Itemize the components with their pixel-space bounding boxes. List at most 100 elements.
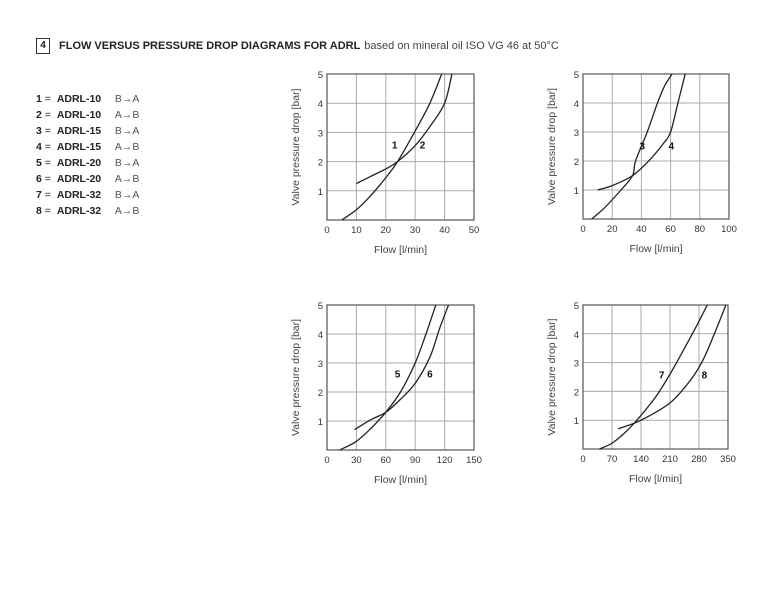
y-tick-label: 4 xyxy=(574,330,579,341)
x-axis-label: Flow [l/min] xyxy=(374,474,427,486)
legend-direction: B→A xyxy=(114,125,140,137)
x-tick-label: 0 xyxy=(580,454,585,465)
y-axis-label: Valve pressure drop [bar] xyxy=(290,319,302,436)
legend-number: 4 xyxy=(36,141,42,153)
y-tick-label: 2 xyxy=(574,157,579,168)
legend-item: 4 = ADRL-15 A→B xyxy=(36,141,140,153)
curve-8 xyxy=(617,304,727,430)
curve-label: 4 xyxy=(669,141,675,152)
y-axis-label: Valve pressure drop [bar] xyxy=(546,88,558,205)
x-tick-label: 210 xyxy=(662,454,678,465)
curve-5 xyxy=(339,304,437,451)
legend-model: ADRL-10 xyxy=(56,109,102,121)
chart-adrl-20: 0 30 60 90 120 150 1 2 3 4 5 5 6 Flow [l/min] Valve pr… xyxy=(290,301,482,486)
legend-direction: B→A xyxy=(114,93,140,105)
curve-2 xyxy=(356,73,453,185)
curve-7 xyxy=(599,304,708,450)
x-tick-label: 40 xyxy=(636,224,647,235)
x-tick-label: 30 xyxy=(351,455,362,466)
y-tick-label: 3 xyxy=(574,128,579,139)
x-tick-label: 90 xyxy=(410,455,421,466)
legend-item: 6 = ADRL-20 A→B xyxy=(36,173,140,185)
legend-model: ADRL-20 xyxy=(56,173,102,185)
legend-item: 1 = ADRL-10 B→A xyxy=(36,93,140,105)
curve-label: 3 xyxy=(639,141,645,152)
x-tick-label: 50 xyxy=(469,225,480,236)
legend-item: 2 = ADRL-10 A→B xyxy=(36,109,140,121)
y-tick-label: 1 xyxy=(574,416,579,427)
y-tick-label: 4 xyxy=(318,330,323,341)
legend-direction: A→B xyxy=(114,109,140,121)
legend-direction: B→A xyxy=(114,189,140,201)
y-tick-label: 2 xyxy=(574,387,579,398)
curve-label: 2 xyxy=(420,140,426,151)
x-tick-label: 100 xyxy=(721,224,737,235)
x-axis-label: Flow [l/min] xyxy=(629,473,682,485)
x-tick-label: 10 xyxy=(351,225,362,236)
curve-label: 6 xyxy=(427,370,433,381)
y-tick-label: 1 xyxy=(574,186,579,197)
y-tick-label: 3 xyxy=(574,359,579,370)
x-tick-label: 150 xyxy=(466,455,482,466)
curve-label: 5 xyxy=(395,370,401,381)
legend-model: ADRL-20 xyxy=(56,157,102,169)
chart-adrl-10: 0 10 20 30 40 50 1 2 3 4 5 1 2 Flow [l/min] Valve pres… xyxy=(290,70,479,256)
y-tick-label: 4 xyxy=(574,99,579,110)
y-axis-label: Valve pressure drop [bar] xyxy=(546,318,558,435)
legend-number: 6 xyxy=(36,173,42,185)
x-tick-label: 120 xyxy=(437,455,453,466)
legend-model: ADRL-15 xyxy=(56,141,102,153)
legend-direction: A→B xyxy=(114,205,140,217)
plot-frame xyxy=(582,304,729,450)
y-tick-label: 2 xyxy=(318,158,323,169)
legend-direction: B→A xyxy=(114,157,140,169)
curve-6 xyxy=(354,304,450,431)
legend-number: 7 xyxy=(36,189,42,201)
x-tick-label: 70 xyxy=(607,454,618,465)
plot-frame xyxy=(326,73,475,221)
legend-item: 7 = ADRL-32 B→A xyxy=(36,189,140,201)
legend-model: ADRL-32 xyxy=(56,205,102,217)
section-header: 4 FLOW VERSUS PRESSURE DROP DIAGRAMS FOR… xyxy=(36,38,559,54)
plot-frame xyxy=(326,304,475,451)
y-tick-label: 4 xyxy=(318,99,323,110)
chart-adrl-15: 0 20 40 60 80 100 1 2 3 4 5 3 4 Flow [l/min] Valve pre… xyxy=(546,70,737,255)
legend-direction: A→B xyxy=(114,173,140,185)
legend-direction: A→B xyxy=(114,141,140,153)
curve-label: 1 xyxy=(392,140,398,151)
x-tick-label: 60 xyxy=(381,455,392,466)
legend-item: 5 = ADRL-20 B→A xyxy=(36,157,140,169)
y-tick-label: 5 xyxy=(574,70,579,81)
x-tick-label: 0 xyxy=(324,455,329,466)
section-title: FLOW VERSUS PRESSURE DROP DIAGRAMS FOR A… xyxy=(59,40,361,52)
x-axis-label: Flow [l/min] xyxy=(374,244,427,256)
legend-number: 2 xyxy=(36,109,42,121)
x-tick-label: 0 xyxy=(324,225,329,236)
legend-model: ADRL-32 xyxy=(56,189,102,201)
legend-number: 1 xyxy=(36,93,42,105)
curve-1 xyxy=(341,73,443,221)
legend-number: 8 xyxy=(36,205,42,217)
x-tick-label: 140 xyxy=(633,454,649,465)
section-number: 4 xyxy=(36,38,50,54)
y-tick-label: 5 xyxy=(318,301,323,312)
x-tick-label: 20 xyxy=(381,225,392,236)
curve-legend: 1 = ADRL-10 B→A 2 = ADRL-10 A→B 3 = ADRL-1… xyxy=(36,91,139,219)
legend-number: 3 xyxy=(36,125,42,137)
y-tick-label: 1 xyxy=(318,187,323,198)
y-tick-label: 1 xyxy=(318,417,323,428)
chart-adrl-32: 0 70 140 210 280 350 1 2 3 4 5 7 8 Flow [l/min] Valve … xyxy=(546,301,736,485)
legend-number: 5 xyxy=(36,157,42,169)
x-tick-label: 40 xyxy=(439,225,450,236)
y-tick-label: 5 xyxy=(318,70,323,81)
plot-frame xyxy=(582,73,730,220)
y-tick-label: 5 xyxy=(574,301,579,312)
curve-3 xyxy=(591,73,673,220)
curve-label: 7 xyxy=(659,370,665,381)
curve-label: 8 xyxy=(702,370,708,381)
y-tick-label: 3 xyxy=(318,359,323,370)
y-axis-label: Valve pressure drop [bar] xyxy=(290,88,302,205)
x-tick-label: 350 xyxy=(720,454,736,465)
curve-4 xyxy=(597,73,686,191)
y-tick-label: 3 xyxy=(318,128,323,139)
